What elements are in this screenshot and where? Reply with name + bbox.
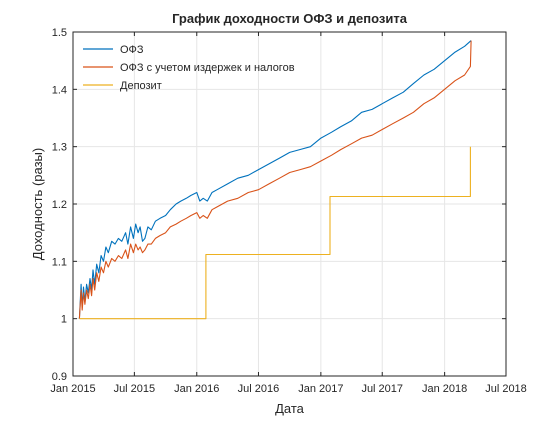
legend-label: ОФЗ — [120, 44, 144, 56]
x-tick-label: Jan 2015 — [50, 383, 95, 395]
x-tick-label: Jul 2017 — [361, 383, 403, 395]
x-tick-label: Jan 2018 — [422, 383, 467, 395]
legend-label: ОФЗ с учетом издержек и налогов — [120, 62, 295, 74]
y-tick-label: 1 — [61, 314, 67, 326]
ticks — [72, 31, 507, 377]
y-axis-label: Доходность (разы) — [30, 148, 45, 260]
y-tick-labels: 0.9 1 1.1 1.2 1.3 1.4 1.5 — [52, 27, 67, 383]
x-axis-label: Дата — [275, 401, 305, 416]
x-tick-label: Jul 2018 — [485, 383, 527, 395]
legend-label: Депозит — [120, 80, 162, 92]
x-tick-label: Jan 2016 — [174, 383, 219, 395]
x-tick-label: Jul 2016 — [238, 383, 280, 395]
chart-title: График доходности ОФЗ и депозита — [172, 11, 408, 26]
y-tick-label: 0.9 — [52, 371, 67, 383]
series-line-1 — [78, 40, 472, 319]
x-tick-label: Jul 2015 — [114, 383, 156, 395]
series-lines — [78, 40, 472, 320]
y-tick-label: 1.5 — [52, 27, 67, 39]
y-tick-label: 1.3 — [52, 142, 67, 154]
y-tick-label: 1.1 — [52, 256, 67, 268]
series-line-2 — [78, 40, 472, 319]
legend: ОФЗ ОФЗ с учетом издержек и налогов Депози… — [83, 44, 295, 92]
x-tick-label: Jan 2017 — [298, 383, 343, 395]
x-tick-labels: Jan 2015 Jul 2015 Jan 2016 Jul 2016 Jan 2017… — [50, 383, 526, 395]
y-tick-label: 1.2 — [52, 199, 67, 211]
series-line-3 — [79, 146, 471, 320]
y-tick-label: 1.4 — [52, 84, 67, 96]
